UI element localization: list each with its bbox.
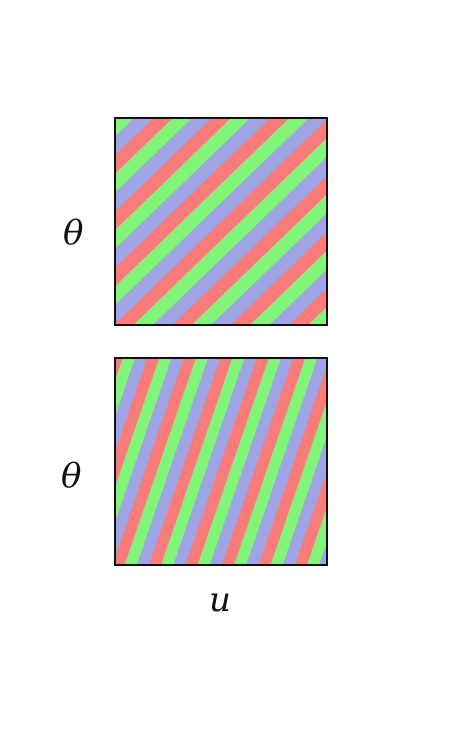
stripe bbox=[438, 464, 450, 750]
stripe bbox=[0, 0, 70, 47]
stripe bbox=[0, 29, 53, 695]
stripe bbox=[316, 338, 450, 750]
stripe bbox=[0, 44, 96, 710]
stripe bbox=[372, 396, 450, 750]
stripe bbox=[0, 18, 20, 684]
stripe bbox=[314, 202, 450, 750]
stripe bbox=[346, 213, 450, 750]
stripe bbox=[391, 415, 450, 750]
stripe bbox=[422, 239, 450, 750]
stripe bbox=[0, 33, 64, 699]
stripe bbox=[0, 0, 32, 9]
stripe bbox=[0, 0, 98, 77]
stripe bbox=[382, 406, 450, 750]
stripe bbox=[444, 247, 450, 750]
stripe bbox=[0, 26, 42, 692]
stripe bbox=[0, 0, 117, 96]
stripe bbox=[433, 243, 450, 750]
stripe bbox=[335, 209, 450, 750]
stripe bbox=[0, 0, 51, 28]
stripe bbox=[379, 224, 450, 750]
stripe bbox=[0, 0, 79, 57]
stripe bbox=[429, 454, 450, 750]
stripe bbox=[325, 205, 450, 750]
stripe bbox=[419, 445, 450, 750]
stripe bbox=[363, 386, 450, 750]
stripe bbox=[0, 0, 145, 125]
stripe bbox=[307, 328, 450, 750]
u-axis-label: u bbox=[209, 583, 231, 617]
theta-axis-label-top: θ bbox=[63, 216, 83, 250]
stripe bbox=[0, 0, 154, 135]
stripe bbox=[401, 232, 450, 750]
stripe bbox=[0, 48, 107, 714]
stripe bbox=[354, 377, 450, 750]
stripe bbox=[0, 0, 107, 86]
stripe bbox=[0, 56, 129, 722]
stripe bbox=[0, 0, 136, 115]
stripe bbox=[368, 220, 450, 750]
stripe bbox=[326, 347, 450, 750]
stripe bbox=[0, 37, 75, 703]
stripe bbox=[412, 235, 450, 750]
stripe bbox=[344, 367, 450, 750]
stripe bbox=[390, 228, 450, 750]
stripe bbox=[335, 357, 450, 750]
stripe bbox=[0, 52, 118, 718]
theta-axis-label-bottom: θ bbox=[61, 459, 81, 493]
stripe bbox=[0, 41, 85, 707]
stripe bbox=[401, 425, 450, 750]
stripe bbox=[0, 22, 31, 688]
stripe bbox=[0, 0, 42, 18]
stripe bbox=[0, 0, 126, 106]
stripe bbox=[0, 0, 89, 67]
stripe bbox=[410, 435, 450, 750]
stripe bbox=[0, 15, 9, 681]
stripe bbox=[357, 217, 450, 750]
stripe bbox=[0, 0, 61, 38]
